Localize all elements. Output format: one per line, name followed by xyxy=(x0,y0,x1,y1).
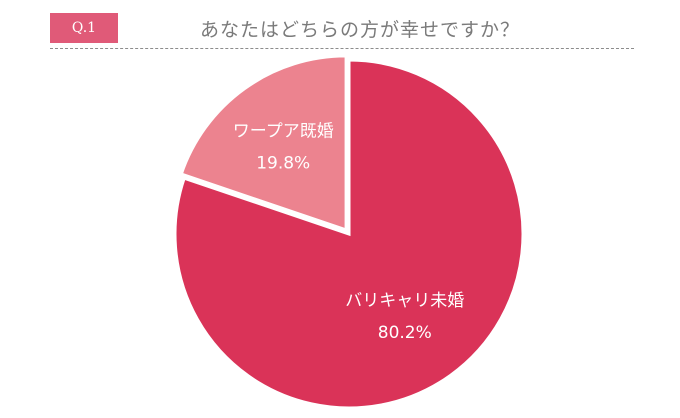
question-number-badge: Q.1 xyxy=(50,13,118,43)
pie-slice-1 xyxy=(173,58,525,410)
slice-value-label-2: 19.8% xyxy=(256,153,310,173)
pie-slice-2 xyxy=(179,54,348,233)
slice-value-label-1: 80.2% xyxy=(378,323,432,343)
slice-label-1: バリキャリ未婚 xyxy=(345,291,464,311)
header-divider xyxy=(50,48,634,49)
question-title: あなたはどちらの方が幸せですか？ xyxy=(200,19,521,41)
slice-label-2: ワープア既婚 xyxy=(233,121,334,141)
